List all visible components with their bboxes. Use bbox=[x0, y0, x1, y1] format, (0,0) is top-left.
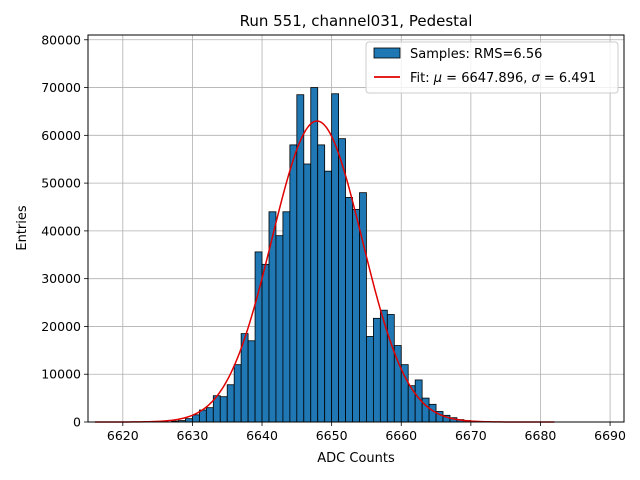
histogram-bar bbox=[338, 138, 346, 423]
histogram-bar bbox=[324, 170, 333, 423]
y-tick-label: 80000 bbox=[41, 32, 81, 47]
x-tick-label: 6640 bbox=[246, 428, 278, 443]
y-tick-label: 70000 bbox=[41, 80, 81, 95]
histogram-bar bbox=[359, 192, 367, 423]
y-axis-label: Entries bbox=[15, 205, 30, 251]
histogram-bar bbox=[226, 384, 235, 423]
chart-title: Run 551, channel031, Pedestal bbox=[240, 12, 473, 30]
histogram-bar bbox=[400, 364, 409, 423]
x-tick-label: 6620 bbox=[107, 428, 139, 443]
legend-fit-prefix: Fit: bbox=[410, 71, 434, 86]
histogram-bar bbox=[268, 211, 277, 423]
x-axis-label: ADC Counts bbox=[317, 451, 395, 466]
histogram-bar bbox=[233, 364, 242, 423]
histogram-bar bbox=[247, 340, 256, 423]
histogram-bar bbox=[310, 87, 319, 423]
legend: Samples: RMS=6.56 Fit: μ = 6647.896, σ =… bbox=[365, 41, 619, 94]
histogram-bar bbox=[373, 317, 381, 423]
histogram-bar bbox=[219, 396, 228, 423]
y-tick-label: 20000 bbox=[41, 319, 81, 334]
histogram-bar bbox=[352, 208, 360, 423]
legend-samples-label: Samples: RMS=6.56 bbox=[410, 47, 542, 62]
histogram-bar bbox=[303, 163, 312, 423]
x-tick-label: 6690 bbox=[594, 428, 626, 443]
histogram-bar bbox=[386, 314, 395, 423]
x-tick-label: 6680 bbox=[525, 428, 557, 443]
y-tick-label: 30000 bbox=[41, 271, 81, 286]
legend-fit-mu-symbol: μ bbox=[433, 71, 442, 86]
legend-fit-sigma-value: = 6.491 bbox=[540, 71, 596, 86]
histogram-bar bbox=[421, 397, 430, 423]
y-tick-label: 50000 bbox=[41, 176, 81, 191]
y-tick-label: 10000 bbox=[41, 367, 81, 382]
legend-fit-mu-value: = 6647.896, bbox=[442, 71, 531, 86]
histogram-bar bbox=[366, 336, 374, 423]
y-tick-label: 0 bbox=[73, 415, 81, 430]
legend-fit-label: Fit: μ = 6647.896, σ = 6.491 bbox=[410, 71, 596, 86]
histogram-bar bbox=[205, 407, 214, 423]
x-tick-label: 6670 bbox=[455, 428, 487, 443]
x-tick-label: 6660 bbox=[385, 428, 417, 443]
histogram-bar bbox=[345, 197, 353, 423]
plot-frame bbox=[87, 34, 625, 423]
histogram-bar bbox=[185, 418, 193, 423]
y-tick-label: 40000 bbox=[41, 223, 81, 238]
histogram-bar bbox=[261, 263, 270, 423]
histogram-bar bbox=[192, 414, 200, 423]
histogram-bar bbox=[254, 251, 263, 423]
histogram-bar bbox=[282, 211, 291, 423]
histogram-bar bbox=[289, 144, 298, 423]
x-tick-label: 6650 bbox=[316, 428, 348, 443]
legend-fit-sigma-symbol: σ bbox=[532, 71, 541, 86]
y-axis-ticks: 0 10000 20000 30000 40000 50000 60000 70000 8000… bbox=[41, 32, 88, 430]
x-axis-ticks: 6620 6630 6640 6650 6660 6670 6680 6690 bbox=[107, 422, 626, 443]
legend-box bbox=[365, 41, 619, 94]
legend-samples-swatch bbox=[373, 47, 401, 59]
histogram-bar bbox=[296, 94, 305, 423]
histogram-bar bbox=[428, 403, 437, 423]
x-tick-label: 6630 bbox=[177, 428, 209, 443]
histogram-bars bbox=[171, 87, 479, 423]
histogram-bar bbox=[275, 235, 284, 423]
y-tick-label: 60000 bbox=[41, 128, 81, 143]
histogram-bar bbox=[317, 144, 326, 423]
fit-curve bbox=[94, 120, 555, 423]
